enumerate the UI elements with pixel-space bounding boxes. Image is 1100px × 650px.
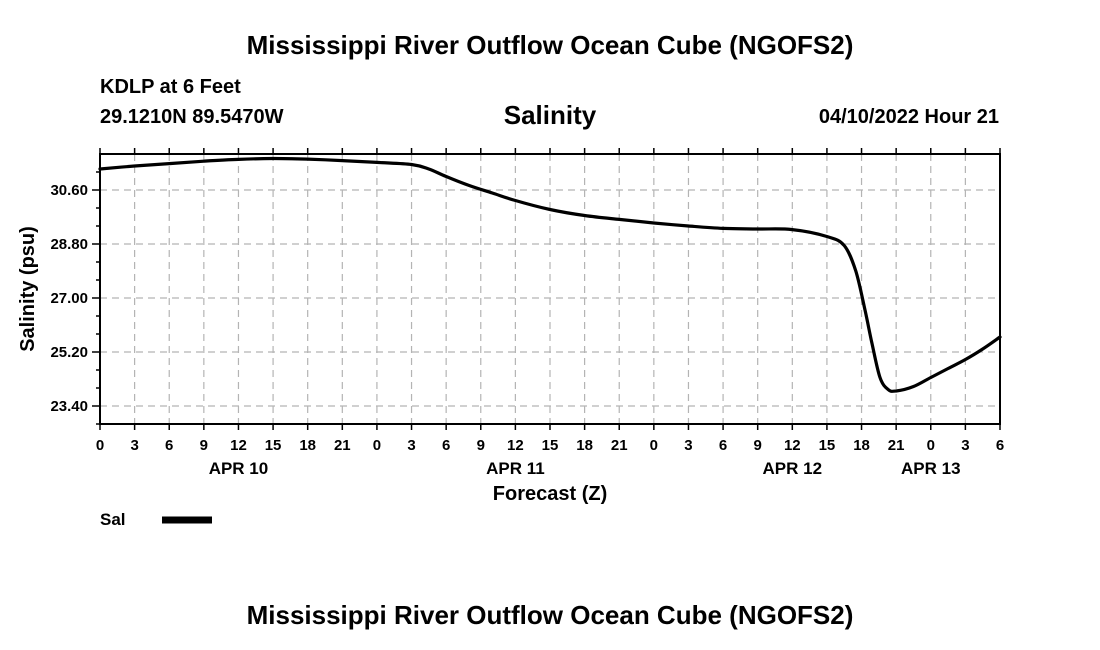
x-tick-label: 0: [650, 437, 658, 454]
station-coordinates: 29.1210N 89.5470W: [100, 106, 284, 128]
x-tick-label: 6: [996, 437, 1004, 454]
x-tick-label: 15: [542, 437, 559, 454]
x-tick-label: 3: [961, 437, 969, 454]
y-tick-label: 25.20: [50, 344, 88, 361]
y-tick-label: 27.00: [50, 290, 88, 307]
x-tick-label: 3: [684, 437, 692, 454]
chart-title-top: Mississippi River Outflow Ocean Cube (NG…: [246, 30, 854, 60]
x-tick-label: 9: [477, 437, 485, 454]
x-tick-label: 18: [299, 437, 316, 454]
legend-label: Sal: [100, 510, 126, 529]
x-tick-label: 18: [853, 437, 870, 454]
date-label: APR 11: [486, 459, 545, 478]
y-tick-label: 23.40: [50, 398, 88, 415]
y-axis-title: Salinity (psu): [17, 226, 39, 352]
x-tick-label: 3: [130, 437, 138, 454]
series-line-sal: [98, 156, 1002, 393]
x-tick-label: 18: [576, 437, 593, 454]
x-tick-label: 12: [784, 437, 801, 454]
x-tick-label: 6: [165, 437, 173, 454]
x-tick-label: 12: [230, 437, 247, 454]
x-tick-label: 21: [888, 437, 905, 454]
x-tick-label: 0: [927, 437, 935, 454]
x-tick-label: 21: [611, 437, 628, 454]
x-tick-label: 9: [200, 437, 208, 454]
x-tick-label: 15: [819, 437, 836, 454]
date-label: APR 12: [763, 459, 823, 478]
date-label: APR 10: [209, 459, 269, 478]
y-tick-label: 30.60: [50, 182, 88, 199]
x-tick-label: 6: [719, 437, 727, 454]
x-tick-label: 0: [96, 437, 104, 454]
forecast-datetime: 04/10/2022 Hour 21: [818, 106, 999, 128]
x-tick-label: 21: [334, 437, 351, 454]
x-axis-title: Forecast (Z): [493, 483, 607, 505]
y-tick-label: 28.80: [50, 236, 88, 253]
chart-title-bottom: Mississippi River Outflow Ocean Cube (NG…: [246, 600, 854, 630]
x-tick-label: 3: [407, 437, 415, 454]
chart-title: Salinity: [504, 100, 597, 130]
station-label: KDLP at 6 Feet: [100, 76, 241, 98]
x-tick-label: 0: [373, 437, 381, 454]
x-tick-label: 12: [507, 437, 524, 454]
x-tick-label: 6: [442, 437, 450, 454]
date-label: APR 13: [901, 459, 961, 478]
x-tick-label: 9: [754, 437, 762, 454]
x-tick-label: 15: [265, 437, 282, 454]
